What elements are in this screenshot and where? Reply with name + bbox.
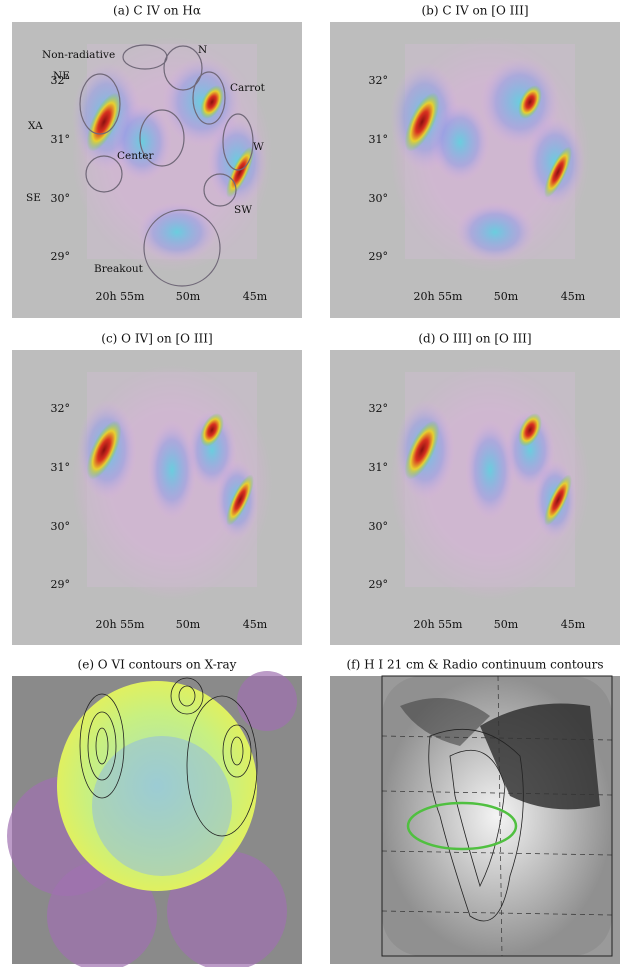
y-tick-label: 32° bbox=[51, 402, 71, 415]
region-label: XA bbox=[28, 120, 43, 132]
x-tick-label: 45m bbox=[561, 618, 586, 631]
y-tick-label: 29° bbox=[51, 578, 71, 591]
y-tick-label: 31° bbox=[51, 133, 71, 146]
y-tick-label: 29° bbox=[369, 250, 389, 263]
y-tick-label: 30° bbox=[51, 192, 71, 205]
y-tick-label: 30° bbox=[369, 192, 389, 205]
emission-halo bbox=[147, 420, 197, 520]
region-label: W bbox=[253, 141, 264, 153]
panel-title: (a) C IV on Hα bbox=[113, 4, 201, 18]
panel-image: 32° 31° 30° 29° 20h 55m 50m 45m bbox=[12, 350, 302, 645]
panel-title: (f) H I 21 cm & Radio continuum contours bbox=[346, 658, 603, 672]
y-tick-label: 32° bbox=[369, 402, 389, 415]
y-tick-label: 30° bbox=[369, 520, 389, 533]
region-label: Carrot bbox=[230, 82, 266, 94]
xray-field bbox=[237, 671, 297, 731]
x-tick-label: 50m bbox=[494, 618, 519, 631]
x-tick-label: 50m bbox=[494, 290, 519, 303]
panel-title: (e) O VI contours on X-ray bbox=[78, 658, 237, 672]
panel-image bbox=[330, 676, 620, 964]
y-tick-label: 32° bbox=[369, 74, 389, 87]
emission-halo bbox=[465, 420, 515, 520]
y-tick-label: 29° bbox=[51, 250, 71, 263]
x-tick-label: 20h 55m bbox=[413, 290, 463, 303]
region-label: NE bbox=[53, 70, 70, 82]
y-tick-label: 31° bbox=[51, 461, 71, 474]
panel-title: (b) C IV on [O III] bbox=[421, 4, 528, 18]
y-tick-label: 30° bbox=[51, 520, 71, 533]
emission-halo bbox=[430, 102, 490, 182]
x-tick-label: 20h 55m bbox=[95, 290, 145, 303]
x-tick-label: 45m bbox=[561, 290, 586, 303]
y-tick-label: 29° bbox=[369, 578, 389, 591]
y-tick-label: 31° bbox=[369, 461, 389, 474]
xray-interior bbox=[92, 736, 232, 876]
region-label: Center bbox=[117, 150, 154, 162]
region-label: SE bbox=[26, 192, 41, 204]
x-tick-label: 45m bbox=[243, 290, 268, 303]
y-tick-label: 31° bbox=[369, 133, 389, 146]
x-tick-label: 45m bbox=[243, 618, 268, 631]
emission-halo bbox=[137, 202, 217, 262]
region-label: Non-radiative bbox=[42, 49, 115, 61]
panel-title: (d) O III] on [O III] bbox=[418, 332, 531, 346]
panel-title: (c) O IV] on [O III] bbox=[101, 332, 212, 346]
x-tick-label: 50m bbox=[176, 618, 201, 631]
x-tick-label: 20h 55m bbox=[413, 618, 463, 631]
panel-image bbox=[7, 671, 302, 967]
region-label: SW bbox=[234, 204, 252, 216]
region-label: N bbox=[198, 44, 207, 56]
figure: (a) C IV on Hα 32° 31° 30° 29° 20h 55m 50m 45m N… bbox=[0, 0, 635, 967]
panel-image: 32° 31° 30° 29° 20h 55m 50m 45m bbox=[330, 350, 620, 645]
x-tick-label: 20h 55m bbox=[95, 618, 145, 631]
panel-image: 32° 31° 30° 29° 20h 55m 50m 45m bbox=[330, 22, 620, 318]
x-tick-label: 50m bbox=[176, 290, 201, 303]
emission-halo bbox=[455, 202, 535, 262]
region-label: Breakout bbox=[94, 263, 144, 275]
